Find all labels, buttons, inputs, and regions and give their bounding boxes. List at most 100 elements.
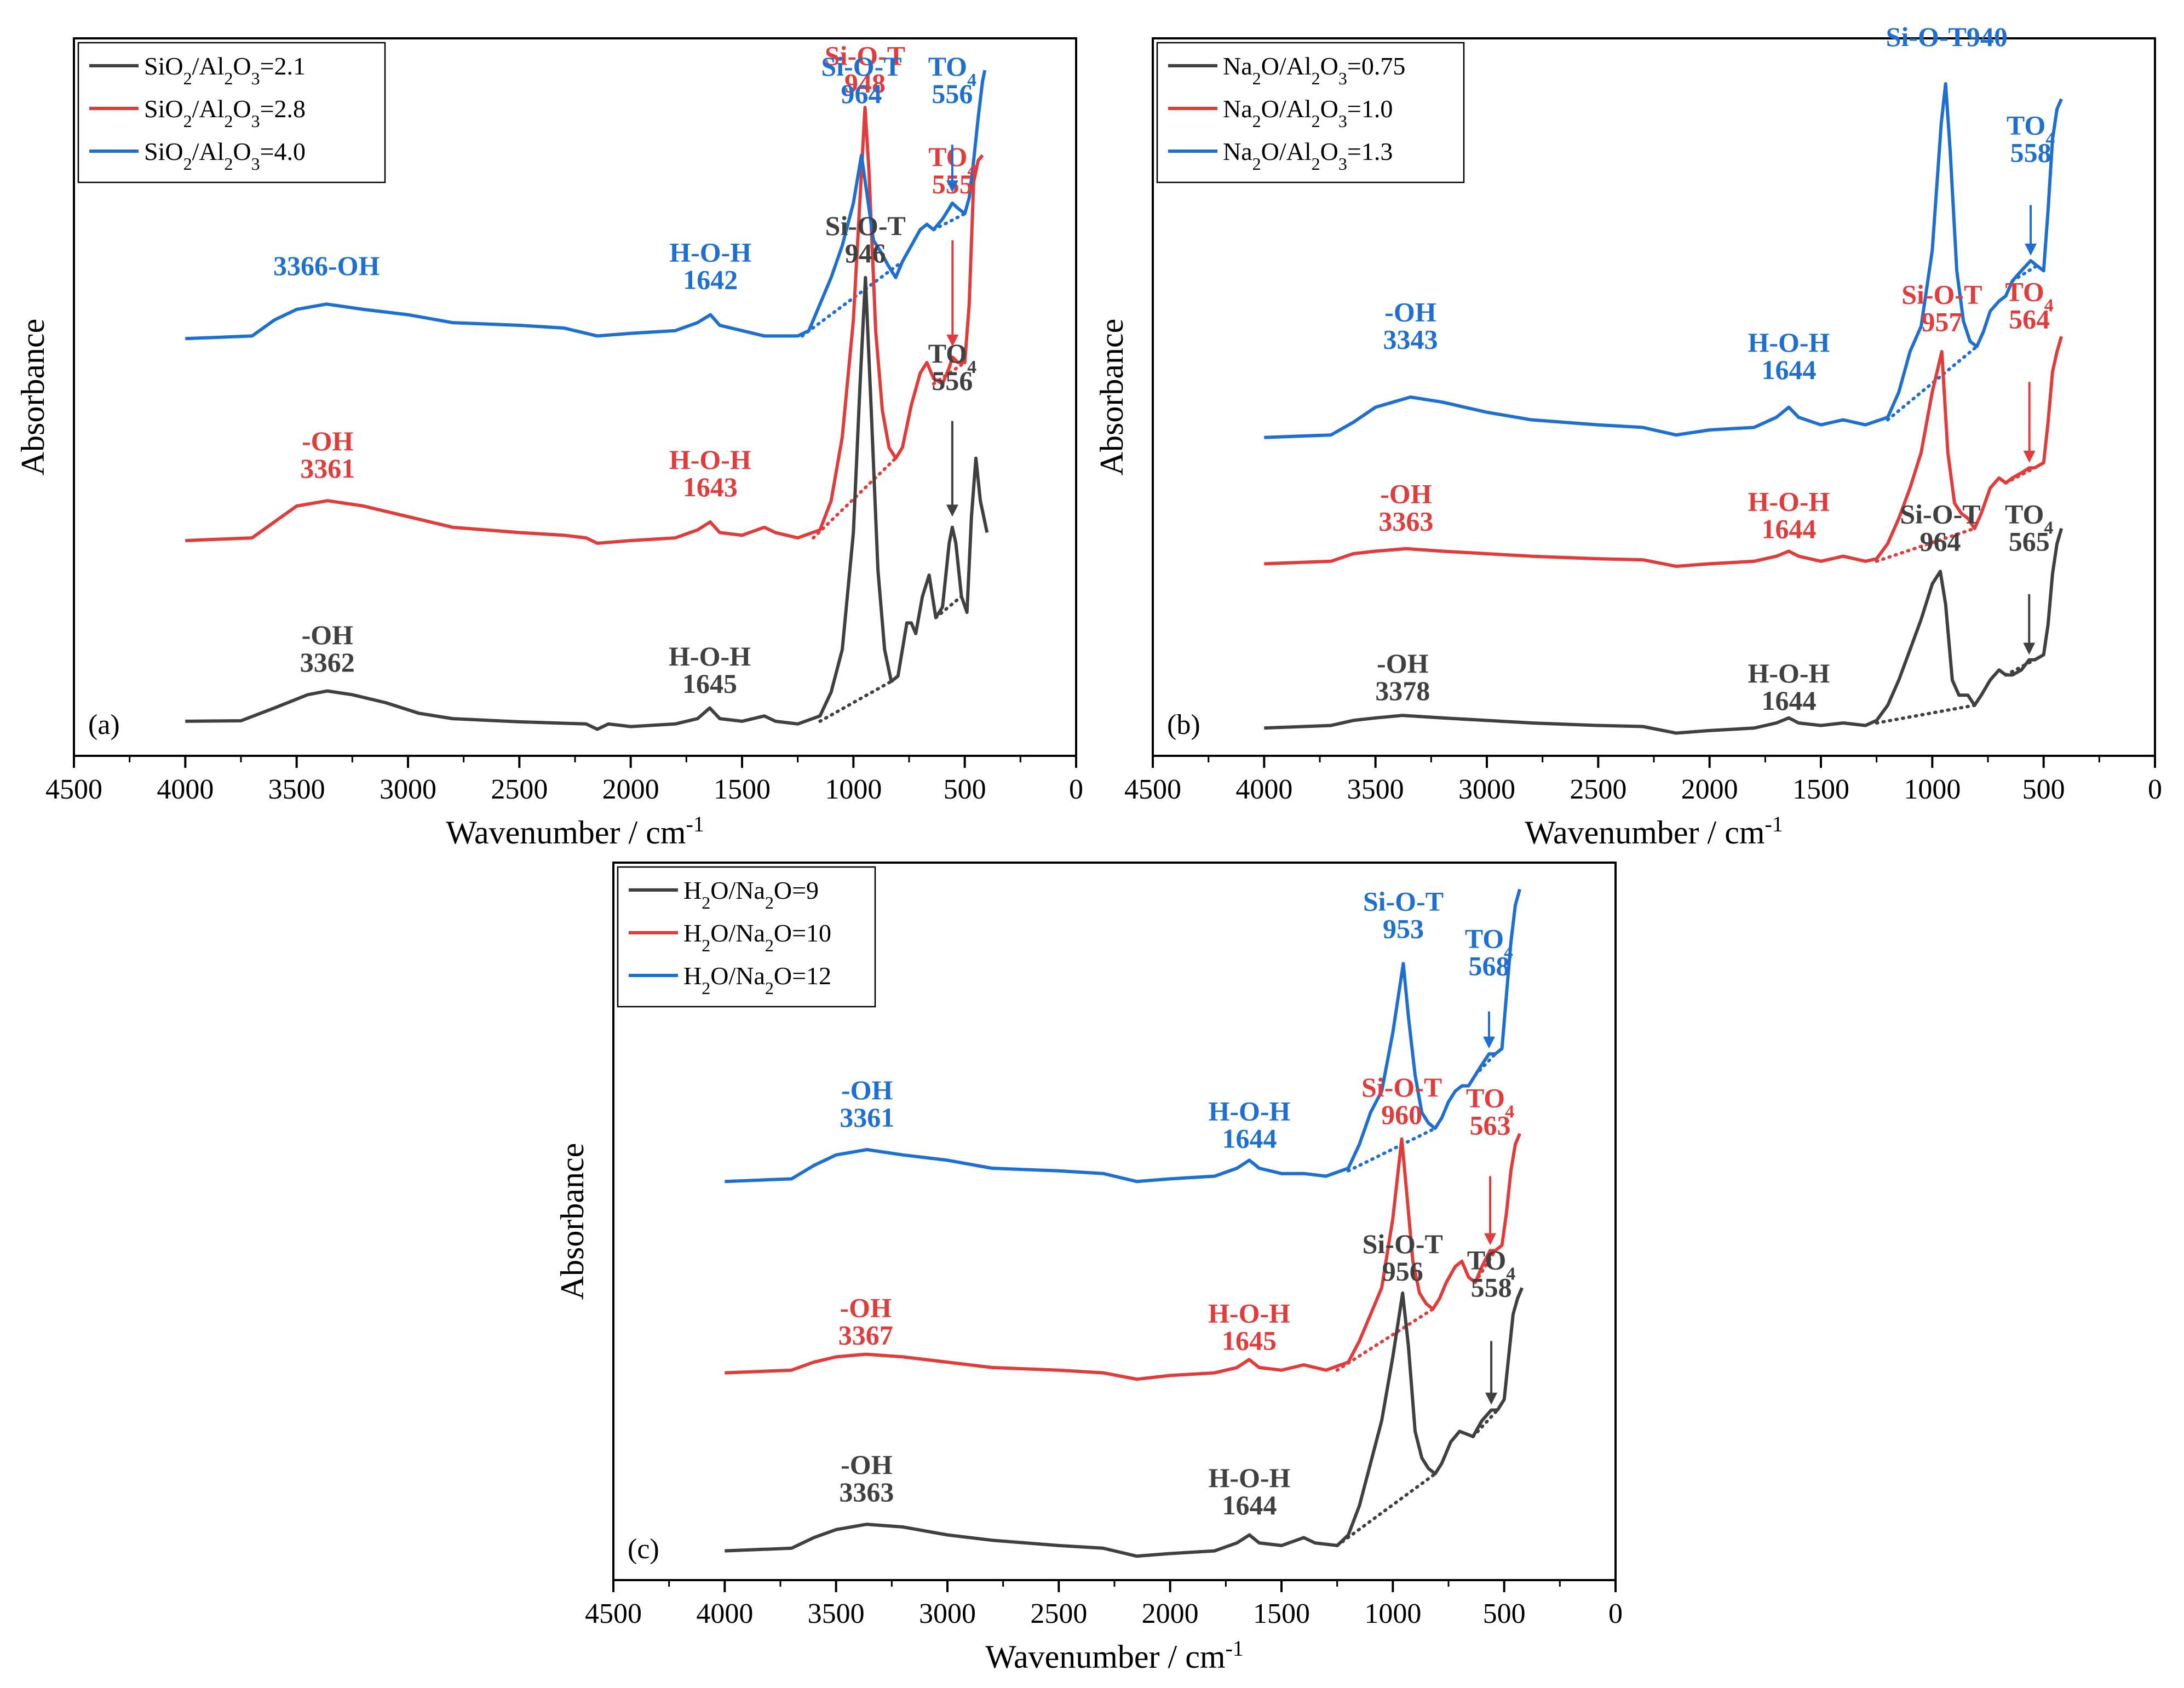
peak-annotation: TO4 — [2007, 110, 2055, 148]
series-line — [1264, 336, 2064, 568]
x-tick-label: 2000 — [1681, 774, 1738, 805]
peak-annotation: 956 — [1382, 1256, 1423, 1287]
legend-entry: SiO2/Al2O3=4.0 — [144, 137, 306, 174]
peak-annotation: 1644 — [1761, 514, 1816, 544]
panel-label: (b) — [1167, 709, 1200, 740]
peak-annotation: 1645 — [1222, 1325, 1277, 1356]
peak-annotation: 3363 — [1378, 506, 1433, 537]
annotation-arrow-head — [1484, 1233, 1497, 1245]
x-tick-label: 1000 — [1364, 1598, 1421, 1629]
peak-annotation: -OH — [1377, 648, 1429, 679]
peak-annotation: 1644 — [1222, 1123, 1277, 1154]
x-tick-label: 3500 — [1347, 774, 1404, 805]
x-tick-label: 2000 — [1142, 1598, 1199, 1629]
x-tick-label: 4000 — [1235, 774, 1292, 805]
peak-annotation: 565 — [2009, 526, 2050, 557]
peak-annotation: 1644 — [1761, 685, 1816, 716]
baseline-dotted — [932, 212, 967, 232]
legend-entry: H2O/Na2O=12 — [683, 962, 831, 998]
peak-annotation: TO4 — [2005, 499, 2053, 538]
peak-annotation: Si-O-T — [825, 41, 905, 71]
legend-entry: SiO2/Al2O3=2.1 — [144, 52, 306, 88]
peak-annotation: -OH — [302, 619, 354, 650]
legend-entry: SiO2/Al2O3=2.8 — [144, 95, 306, 131]
legend-entry: H2O/Na2O=9 — [683, 876, 819, 912]
baseline-dotted — [2004, 658, 2037, 677]
x-tick-label: 1000 — [825, 774, 882, 805]
peak-annotation: H-O-H — [1748, 486, 1830, 517]
peak-annotation: TO4 — [1467, 1244, 1515, 1284]
x-tick-label: 3000 — [380, 774, 436, 805]
peak-annotation: 1644 — [1222, 1490, 1277, 1520]
annotation-arrow-head — [946, 180, 958, 193]
peak-annotation: H-O-H — [669, 237, 751, 268]
x-tick-label: 500 — [944, 774, 986, 805]
x-tick-label: 500 — [2022, 774, 2065, 805]
peak-annotation: 3366-OH — [273, 250, 380, 281]
peak-annotation: -OH — [841, 1449, 893, 1480]
annotation-arrow-head — [1485, 1392, 1498, 1405]
peak-annotation: TO4 — [1466, 1082, 1514, 1122]
panel-label: (a) — [88, 709, 120, 740]
x-tick-label: 4000 — [157, 774, 214, 805]
x-tick-label: 500 — [1483, 1598, 1526, 1629]
peak-annotation: H-O-H — [1208, 1297, 1290, 1328]
peak-annotation: 556 — [932, 365, 973, 396]
panel-c: 4500 4000 3500 3000 2500 2000 1500 1000 500 0 Wave… — [554, 862, 1623, 1675]
series-line — [725, 1287, 1524, 1558]
peak-annotation: TO4 — [928, 141, 976, 181]
series-line — [185, 275, 989, 731]
series-line — [1264, 82, 2063, 439]
annotation-arrow-head — [2023, 642, 2036, 655]
legend-entry: Na2O/Al2O3=0.75 — [1223, 52, 1405, 88]
x-tick-label: 3000 — [1458, 774, 1515, 805]
x-tick-label: 1000 — [1904, 774, 1961, 805]
baseline-dotted — [812, 456, 898, 540]
legend: H2O/Na2O=9 H2O/Na2O=10 H2O/Na2O=12 — [617, 866, 876, 1008]
panel-label: (c) — [628, 1534, 659, 1565]
peak-annotation: 3343 — [1383, 324, 1438, 355]
x-tick-label: 1500 — [1792, 774, 1849, 805]
x-tick-label: 2500 — [1570, 774, 1626, 805]
peak-annotation: Si-O-T — [1363, 1228, 1443, 1259]
peak-annotation: 1644 — [1761, 354, 1816, 385]
peak-annotation: 3378 — [1375, 675, 1430, 706]
x-tick-label: 2500 — [1030, 1598, 1087, 1629]
baseline-dotted — [1875, 526, 1976, 563]
x-tick-label: 4500 — [1124, 774, 1181, 805]
baseline-dotted — [800, 260, 904, 338]
x-tick-label: 3500 — [268, 774, 325, 805]
peak-annotation: -OH — [1384, 297, 1436, 328]
x-tick-label: 4500 — [45, 774, 102, 805]
peak-annotation: 568 — [1469, 950, 1510, 981]
peak-annotation: H-O-H — [1748, 658, 1830, 688]
x-tick-label: 1500 — [1253, 1598, 1310, 1629]
baseline-dotted — [1335, 1307, 1435, 1372]
annotation-arrow-head — [946, 504, 958, 517]
peak-annotation: 3362 — [300, 647, 355, 678]
peak-annotation: TO4 — [2005, 277, 2053, 316]
peak-annotation: -OH — [841, 1075, 893, 1105]
peak-annotation: TO4 — [928, 51, 976, 90]
peak-annotation: H-O-H — [1748, 327, 1830, 358]
legend: Na2O/Al2O3=0.75 Na2O/Al2O3=1.0 Na2O/Al2O3=… — [1156, 42, 1465, 183]
x-tick-label: 1500 — [714, 774, 771, 805]
peak-annotation: H-O-H — [669, 641, 751, 671]
peak-annotation: -OH — [840, 1293, 892, 1323]
peak-annotation: 953 — [1383, 913, 1424, 944]
series-line — [185, 70, 987, 341]
panel-b: 4500 4000 3500 3000 2500 2000 1500 1000 500 0 Wave… — [1094, 21, 2162, 851]
peak-annotation: H-O-H — [1208, 1462, 1290, 1493]
peak-annotation: TO4 — [1465, 923, 1513, 962]
peak-annotation: 964 — [1919, 526, 1961, 557]
x-tick-label: 3500 — [808, 1598, 865, 1629]
baseline-dotted — [1473, 1052, 1497, 1077]
panel-a: 4500 4000 3500 3000 2500 2000 1500 1000 500 0 Wave… — [15, 37, 1083, 851]
baseline-dotted — [1886, 345, 1979, 422]
x-tick-label: 3000 — [919, 1598, 976, 1629]
x-tick-label: 0 — [2148, 774, 2162, 805]
peak-annotation: -OH — [302, 426, 354, 456]
y-axis-label: Absorbance — [554, 1143, 590, 1300]
annotation-arrow-head — [2025, 243, 2037, 256]
